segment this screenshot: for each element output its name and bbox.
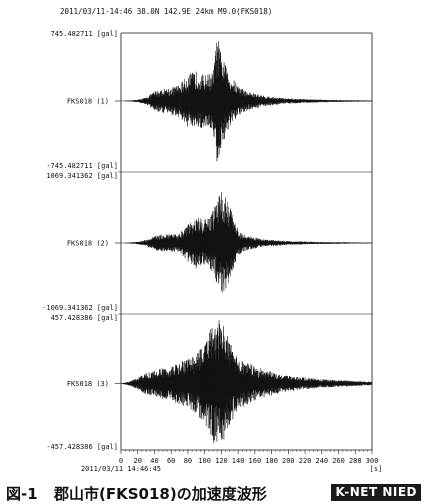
x-tick-label: 60 [167, 457, 175, 465]
knet-nied-logo: K-NET NIED [331, 484, 421, 501]
x-tick-label: 100 [198, 457, 211, 465]
x-tick-label: 0 [119, 457, 123, 465]
ymax-label: 457.428386 [gal] [51, 314, 118, 322]
ymin-label: -457.428386 [gal] [46, 443, 118, 451]
seismogram-panel-3: 457.428386 [gal] -457.428386 [gal] FKS018 … [46, 313, 373, 451]
waveform-trace [120, 320, 373, 444]
ymax-label: 745.482711 [gal] [51, 30, 118, 38]
x-tick-label: 20 [134, 457, 142, 465]
x-tick-label: 240 [315, 457, 328, 465]
ymax-label: 1069.341362 [gal] [46, 172, 118, 180]
series-name: FKS018 (3) [67, 380, 109, 388]
x-tick-label: 180 [265, 457, 278, 465]
chart-title: 2011/03/11-14:46 38.0N 142.9E 24km M9.0(… [60, 7, 272, 16]
figure-caption: 図-1 郡山市(FKS018)の加速度波形 K-NET NIED [0, 481, 425, 503]
x-tick-label: 40 [150, 457, 158, 465]
ymin-label: -1069.341362 [gal] [42, 304, 118, 312]
caption-text: 郡山市(FKS018)の加速度波形 [54, 485, 267, 503]
x-tick-label: 260 [332, 457, 345, 465]
x-tick-label: 140 [232, 457, 245, 465]
seismogram-panel-2: 1069.341362 [gal] -1069.341362 [gal] FKS01… [42, 171, 373, 312]
x-tick-label: 200 [282, 457, 295, 465]
seismogram-svg: 2011/03/11-14:46 38.0N 142.9E 24km M9.0(… [42, 7, 383, 473]
ymin-label: -745.482711 [gal] [46, 162, 118, 170]
caption-number: 図-1 [6, 485, 38, 503]
seismogram-panel-1: 745.482711 [gal] -745.482711 [gal] FKS018 … [46, 30, 373, 170]
waveform-trace [121, 192, 373, 293]
waveform-trace [120, 41, 373, 162]
x-tick-label: 220 [299, 457, 312, 465]
series-name: FKS018 (1) [67, 98, 109, 106]
x-axis-label: [s] [370, 465, 383, 473]
seismogram-figure: 2011/03/11-14:46 38.0N 142.9E 24km M9.0(… [42, 7, 383, 473]
start-time-label: 2011/03/11 14:46:45 [81, 465, 161, 473]
x-tick-label: 160 [249, 457, 262, 465]
series-name: FKS018 (2) [67, 240, 109, 248]
x-tick-label: 80 [184, 457, 192, 465]
x-tick-label: 300 [366, 457, 379, 465]
x-tick-label: 280 [349, 457, 362, 465]
x-tick-label: 120 [215, 457, 228, 465]
